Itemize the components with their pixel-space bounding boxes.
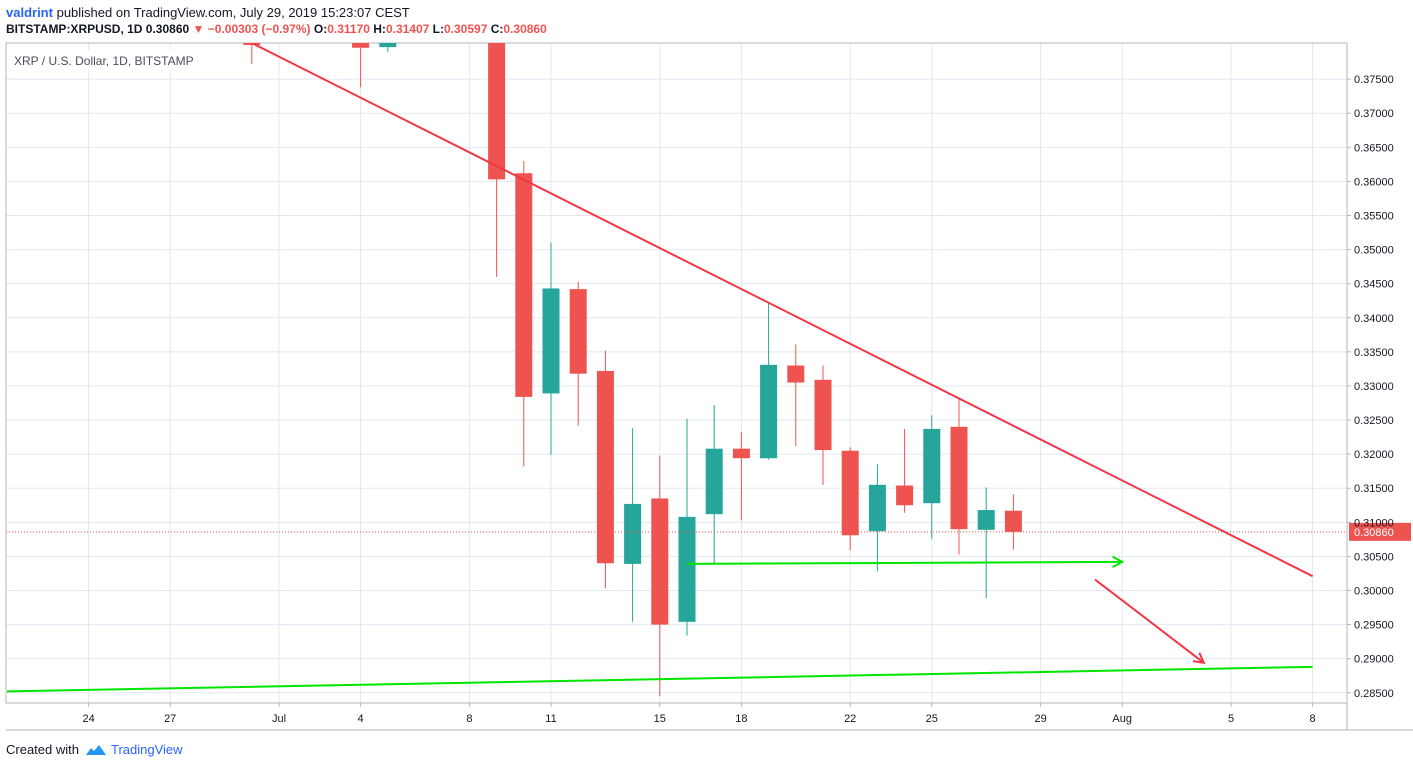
chart-header: valdrint published on TradingView.com, J…: [0, 0, 1413, 42]
candle-body-up[interactable]: [868, 484, 886, 532]
publish-info: valdrint published on TradingView.com, J…: [6, 5, 410, 20]
created-with-text: Created with: [6, 742, 79, 757]
candle-body-up[interactable]: [923, 428, 941, 504]
candle-body-down[interactable]: [488, 38, 506, 180]
candle-body-down[interactable]: [787, 365, 805, 383]
price-tick-label: 0.30000: [1354, 586, 1394, 598]
open-value: 0.31170: [327, 22, 370, 36]
candle-body-down[interactable]: [596, 370, 614, 564]
price-tick-label: 0.33000: [1354, 381, 1394, 393]
candle-body-down[interactable]: [1004, 510, 1022, 532]
candle-body-up[interactable]: [624, 503, 642, 564]
support-arrow-line[interactable]: [686, 560, 1123, 565]
chart-title: XRP / U.S. Dollar, 1D, BITSTAMP: [14, 54, 194, 68]
drawings-layer: 0.30860: [6, 43, 1411, 693]
price-tick-label: 0.29000: [1354, 654, 1394, 666]
time-tick-label: Jul: [272, 713, 286, 725]
published-text: published on TradingView.com, July 29, 2…: [56, 5, 410, 20]
last-price-label: 0.30860: [1354, 527, 1394, 539]
price-tick-label: 0.29500: [1354, 620, 1394, 632]
candle-body-up[interactable]: [542, 288, 560, 394]
price-change: −0.00303 (−0.97%): [207, 22, 311, 36]
close-value: 0.30860: [503, 22, 547, 36]
price-tick-label: 0.35500: [1354, 211, 1394, 223]
candle-body-down[interactable]: [896, 485, 914, 506]
author-link[interactable]: valdrint: [6, 5, 53, 20]
price-tick-label: 0.36000: [1354, 176, 1394, 188]
last-price-label-bg: [1349, 522, 1411, 541]
candle-body-up[interactable]: [760, 364, 778, 459]
plot-frame: [5, 42, 1348, 704]
support-arrow-head-icon: [1112, 555, 1125, 569]
price-tick-label: 0.34500: [1354, 279, 1394, 291]
chart-title-bg: [8, 50, 210, 70]
candle-body-up[interactable]: [379, 43, 397, 48]
time-tick-label: 11: [545, 713, 556, 725]
price-tick-label: 0.33500: [1354, 347, 1394, 359]
high-value: 0.31407: [385, 22, 430, 36]
candle-body-down[interactable]: [732, 448, 750, 459]
price-tick-label: 0.34000: [1354, 313, 1394, 325]
candle-body-down[interactable]: [569, 289, 587, 374]
candle-body-down[interactable]: [950, 426, 968, 530]
candle-body-up[interactable]: [705, 448, 723, 515]
candle-body-up[interactable]: [678, 516, 696, 622]
price-tick-label: 0.28500: [1354, 688, 1394, 700]
down-arrow-line[interactable]: [1094, 578, 1205, 664]
drawings-clipped: [6, 43, 1314, 693]
time-tick-label: 15: [654, 713, 666, 725]
price-tick-label: 0.32000: [1354, 449, 1394, 461]
candle-body-down[interactable]: [651, 498, 669, 625]
time-tick-label: 29: [1034, 713, 1046, 725]
time-axis[interactable]: 24 27 Jul 4 8 11 15 18 22 25 29 Aug 5 8: [82, 703, 1316, 725]
time-tick-label: 27: [164, 713, 176, 725]
candle-body-down[interactable]: [352, 38, 370, 48]
candles-layer: [243, 38, 1022, 697]
price-tick-label: 0.35000: [1354, 245, 1394, 257]
candle-body-up[interactable]: [977, 510, 995, 530]
symbol-name[interactable]: BITSTAMP:XRPUSD, 1D: [6, 22, 143, 36]
time-tick-label: 4: [358, 713, 364, 725]
down-arrow-icon: ▼: [192, 22, 205, 36]
chart-grid: [6, 43, 1347, 703]
price-tick-label: 0.37000: [1354, 108, 1394, 120]
price-tick-label: 0.36500: [1354, 142, 1394, 154]
candle-body-down[interactable]: [841, 450, 859, 536]
descending-trendline[interactable]: [251, 43, 1314, 578]
last-price: 0.30860: [145, 22, 190, 36]
price-tick-label: 0.30500: [1354, 551, 1394, 563]
low-value: 0.30597: [444, 22, 488, 36]
time-tick-label: 8: [1310, 713, 1316, 725]
price-tick-label: 0.32500: [1354, 415, 1394, 427]
price-tick-label: 0.31000: [1354, 517, 1394, 529]
candlestick-chart[interactable]: 0.30860 0.37500 0.37000 0.36500 0.36000 0.35…: [0, 0, 1413, 740]
support-trendline[interactable]: [6, 665, 1313, 693]
price-tick-label: 0.31500: [1354, 483, 1394, 495]
time-tick-label: 24: [82, 713, 94, 725]
high-label: H:: [373, 22, 386, 36]
time-tick-label: Aug: [1112, 713, 1132, 725]
open-label: O:: [313, 22, 328, 36]
time-tick-label: 18: [735, 713, 747, 725]
time-tick-label: 22: [844, 713, 856, 725]
time-tick-label: 5: [1228, 713, 1234, 725]
price-axis[interactable]: 0.37500 0.37000 0.36500 0.36000 0.35500 0.350…: [1347, 74, 1394, 700]
candle-body-down[interactable]: [515, 173, 533, 397]
down-arrow-head-icon: [1192, 652, 1206, 665]
symbol-legend: BITSTAMP:XRPUSD, 1D 0.30860 ▼ −0.00303 (…: [6, 22, 547, 36]
price-tick-label: 0.37500: [1354, 74, 1394, 86]
time-tick-label: 25: [926, 713, 938, 725]
low-label: L:: [432, 22, 444, 36]
tradingview-brand[interactable]: TradingView: [110, 742, 183, 757]
time-tick-label: 8: [466, 713, 472, 725]
close-label: C:: [490, 22, 504, 36]
footer: Created with TradingView: [6, 742, 183, 757]
candle-body-down[interactable]: [814, 379, 832, 451]
tradingview-logo-icon: [85, 744, 106, 755]
